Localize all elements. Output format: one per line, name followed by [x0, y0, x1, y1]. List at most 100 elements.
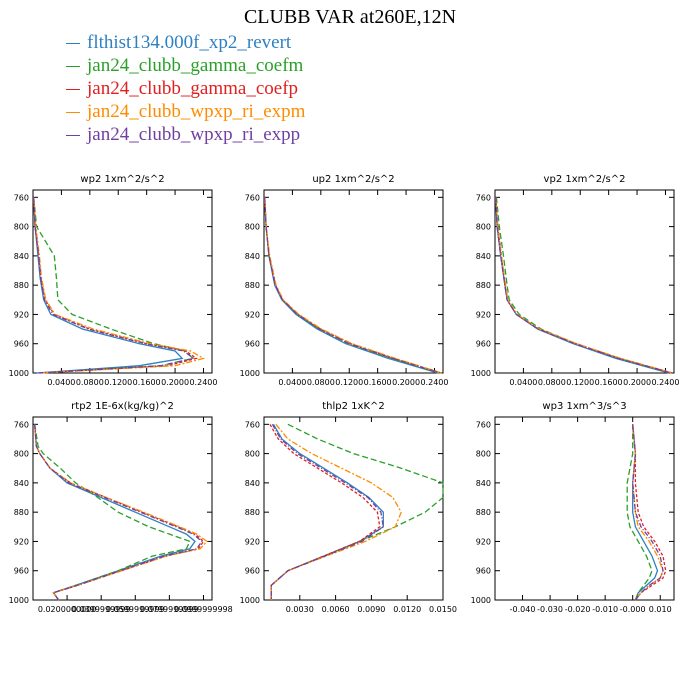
chart-title: CLUBB VAR at260E,12N — [243, 6, 457, 28]
legend-entry: flthist134.000f_xp2_revert — [66, 31, 305, 54]
subplot-title: vp2 1xm^2/s^2 — [544, 174, 626, 185]
y-tick-label: 760 — [476, 420, 491, 429]
x-tick-label: 0.0999999998 — [174, 605, 233, 614]
y-tick-label: 880 — [14, 508, 29, 517]
x-tick-label: -0.000 — [620, 605, 646, 614]
subplot-title: up2 1xm^2/s^2 — [312, 174, 394, 185]
plot-frame — [32, 189, 213, 374]
y-tick-label: 1000 — [240, 369, 260, 378]
series-line — [270, 423, 402, 600]
legend-entry: jan24_clubb_gamma_coefm — [66, 54, 305, 77]
x-tick-label: 0.0030 — [286, 605, 314, 614]
series-line — [264, 197, 439, 374]
x-tick-label: 0.1600 — [133, 378, 161, 387]
legend-swatch — [66, 135, 80, 137]
series-line — [33, 197, 198, 374]
y-tick-label: 880 — [476, 508, 491, 517]
series-line — [34, 424, 203, 601]
x-tick-label: 0.0400 — [278, 378, 306, 387]
y-tick-label: 920 — [476, 537, 491, 546]
legend: flthist134.000f_xp2_revert jan24_clubb_g… — [66, 31, 305, 146]
y-tick-label: 920 — [14, 537, 29, 546]
series-line — [632, 424, 664, 601]
series-line — [632, 424, 667, 601]
y-tick-label: 800 — [14, 223, 29, 232]
y-tick-label: 960 — [245, 340, 260, 349]
subplot: up2 1xm^2/s^2 760 800 840 880 920 960 1000 0.040… — [240, 174, 449, 387]
x-tick-label: 0.2000 — [161, 378, 189, 387]
y-tick-label: 760 — [14, 420, 29, 429]
y-tick-label: 880 — [14, 281, 29, 290]
legend-label: jan24_clubb_wpxp_ri_expm — [87, 101, 306, 122]
x-tick-label: 0.2400 — [651, 378, 679, 387]
x-tick-label: 0.2400 — [189, 378, 217, 387]
x-tick-label: -0.010 — [592, 605, 618, 614]
y-tick-label: 880 — [476, 281, 491, 290]
x-tick-label: -0.040 — [510, 605, 536, 614]
series-line — [34, 424, 208, 601]
y-tick-label: 840 — [245, 252, 260, 261]
subplot: wp3 1xm^3/s^3 760 800 840 880 920 960 1000 -0.04… — [471, 401, 675, 614]
series-line — [264, 197, 440, 374]
subplot: rtp2 1E-6x(kg/kg)^2 760 800 840 880 920 960 100… — [9, 401, 233, 614]
y-tick-label: 880 — [245, 281, 260, 290]
y-tick-label: 840 — [245, 479, 260, 488]
subplot: vp2 1xm^2/s^2 760 800 840 880 920 960 1000 0.040… — [471, 174, 680, 387]
y-tick-label: 800 — [476, 450, 491, 459]
x-tick-label: 0.1200 — [104, 378, 132, 387]
plot-frame — [494, 416, 675, 601]
x-tick-label: 0.0150 — [429, 605, 457, 614]
plot-frame — [263, 416, 444, 601]
x-tick-label: 0.1600 — [364, 378, 392, 387]
plot-frame — [32, 416, 213, 601]
x-tick-label: 0.2400 — [420, 378, 448, 387]
subplot-title: wp2 1xm^2/s^2 — [80, 174, 164, 185]
y-tick-label: 1000 — [471, 369, 491, 378]
y-tick-label: 840 — [476, 479, 491, 488]
x-tick-label: 0.0200000000 — [38, 605, 97, 614]
x-tick-label: 0.0599999999 — [106, 605, 165, 614]
y-tick-label: 880 — [245, 508, 260, 517]
y-tick-label: 840 — [476, 252, 491, 261]
legend-swatch — [66, 43, 80, 45]
series-line — [626, 424, 653, 601]
y-tick-label: 800 — [14, 450, 29, 459]
x-tick-label: 0.0800 — [76, 378, 104, 387]
x-tick-label: 0.0060 — [322, 605, 350, 614]
x-tick-label: 0.010 — [649, 605, 672, 614]
y-tick-label: 760 — [14, 193, 29, 202]
series-line — [632, 424, 664, 601]
y-tick-label: 1000 — [471, 596, 491, 605]
series-line — [269, 423, 381, 600]
series-line — [632, 424, 659, 601]
y-tick-label: 1000 — [240, 596, 260, 605]
x-tick-label: 0.1200 — [335, 378, 363, 387]
legend-swatch — [66, 112, 80, 114]
y-tick-label: 960 — [245, 567, 260, 576]
x-tick-label: 0.2000 — [623, 378, 651, 387]
x-tick-label: 0.0800 — [307, 378, 335, 387]
y-tick-label: 760 — [245, 193, 260, 202]
series-line — [495, 197, 672, 374]
plot-frame — [494, 189, 675, 374]
series-line — [495, 197, 673, 374]
y-tick-label: 840 — [14, 479, 29, 488]
y-tick-label: 840 — [14, 252, 29, 261]
subplot-title: rtp2 1E-6x(kg/kg)^2 — [71, 401, 174, 412]
series-line — [264, 197, 442, 374]
x-tick-label: -0.030 — [537, 605, 563, 614]
y-tick-label: 960 — [476, 340, 491, 349]
y-tick-label: 800 — [245, 223, 260, 232]
y-tick-label: 800 — [245, 450, 260, 459]
y-tick-label: 760 — [245, 420, 260, 429]
legend-entry: jan24_clubb_wpxp_ri_expp — [66, 123, 305, 146]
series-line — [33, 197, 206, 374]
subplot-title: wp3 1xm^3/s^3 — [542, 401, 626, 412]
subplot: wp2 1xm^2/s^2 760 800 840 880 920 960 1000 0.040… — [9, 174, 218, 387]
x-tick-label: 0.0400 — [509, 378, 537, 387]
legend-label: flthist134.000f_xp2_revert — [87, 32, 292, 53]
legend-entry: jan24_clubb_wpxp_ri_expm — [66, 100, 305, 123]
plot-frame — [263, 189, 444, 374]
legend-label: jan24_clubb_gamma_coefm — [87, 55, 304, 76]
subplot: thlp2 1xK^2 760 800 840 880 920 960 1000 0.0030 0… — [240, 401, 457, 614]
